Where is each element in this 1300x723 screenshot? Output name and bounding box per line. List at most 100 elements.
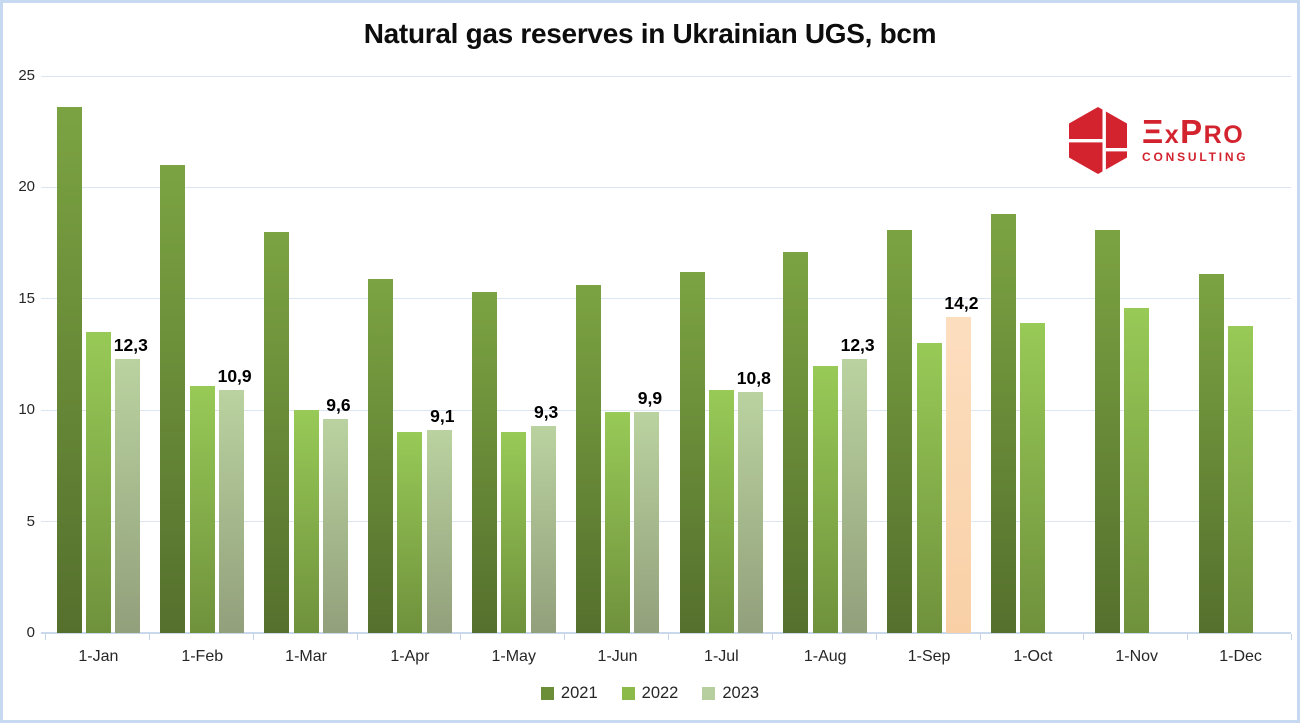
bar-2022-1-Jun	[605, 412, 631, 633]
bar-2022-1-Oct	[1020, 323, 1046, 633]
bar-2021-1-Aug	[783, 252, 809, 633]
bar-2023-1-May	[530, 425, 556, 633]
chart-title: Natural gas reserves in Ukrainian UGS, b…	[363, 18, 937, 49]
x-axis-tick	[875, 634, 877, 640]
gridline	[41, 186, 1291, 188]
x-axis-line	[41, 632, 1291, 634]
legend-item-2023: 2023	[702, 684, 759, 703]
legend-label-2023: 2023	[722, 684, 760, 702]
bar-2021-1-Oct	[991, 214, 1016, 633]
y-axis-label: 15	[18, 289, 35, 307]
bar-2023-1-Feb	[219, 390, 245, 633]
x-axis-tick	[45, 634, 46, 640]
data-label-2023-1-Apr: 9,1	[430, 406, 455, 427]
bar-2022-1-Mar	[293, 410, 319, 633]
bar-2021-1-Jul	[679, 272, 705, 633]
legend-swatch-2022	[621, 687, 635, 700]
y-axis-label: 5	[26, 512, 35, 530]
x-axis-label-1-May: 1-May	[491, 648, 536, 665]
data-label-2023-1-Mar: 9,6	[326, 395, 351, 416]
data-label-2023-1-May: 9,3	[533, 401, 559, 422]
x-axis-label-1-Apr: 1-Apr	[390, 648, 430, 665]
bar-2021-1-Jun	[575, 285, 601, 633]
x-axis-tick	[252, 634, 254, 640]
bar-2023-1-Mar	[322, 419, 348, 633]
chart-plot-area: 12,3 10,9 9,6 9,1 9,3 9,9 10,8 12,3 14,2	[41, 75, 1292, 640]
bar-2023-1-Jul	[738, 392, 764, 633]
gridline	[41, 75, 1291, 77]
x-axis-tick	[148, 634, 150, 640]
bar-2022-1-Nov	[1124, 307, 1150, 633]
legend-swatch-2021	[540, 687, 554, 700]
bar-2021-1-May	[471, 292, 497, 633]
data-label-2023-1-Sep: 14,2	[944, 292, 979, 313]
bar-2021-1-Feb	[160, 165, 186, 633]
bar-2023-1-Jun	[634, 412, 660, 633]
x-axis-label-1-Nov: 1-Nov	[1115, 648, 1159, 665]
legend-label-2022: 2022	[641, 684, 679, 702]
data-label-2023-1-Jul: 10,8	[736, 368, 771, 389]
logo-letter: P	[1180, 112, 1204, 150]
y-axis-label: 10	[18, 401, 35, 419]
expro-logo-subtitle: CONSULTING	[1142, 150, 1249, 165]
legend-item-2022: 2022	[621, 684, 679, 703]
x-axis-tick	[564, 634, 566, 640]
x-axis-label-1-Aug: 1-Aug	[803, 648, 847, 665]
legend-label-2021: 2021	[560, 684, 598, 702]
bar-2022-1-Aug	[812, 365, 838, 633]
bar-2022-1-Apr	[397, 432, 423, 633]
data-label-2023-1-Jun: 9,9	[637, 388, 663, 409]
gridline	[41, 409, 1291, 411]
x-axis-tick	[356, 634, 358, 640]
x-axis-tick	[668, 634, 669, 640]
legend-item-2021: 2021	[540, 684, 598, 703]
x-axis-tick	[771, 634, 773, 640]
x-axis-tick	[979, 634, 981, 640]
data-label-2023-1-Feb: 10,9	[217, 366, 252, 387]
expro-logo: ΞxPRO CONSULTING	[1069, 107, 1248, 174]
bar-2023-1-Jan	[115, 358, 141, 633]
bar-2023-1-Apr	[426, 430, 452, 633]
bar-2021-1-Dec	[1198, 274, 1224, 633]
y-axis-label: 25	[18, 67, 35, 84]
x-axis-tick	[1083, 634, 1085, 640]
data-label-2023-1-Jan: 12,3	[113, 334, 148, 355]
y-axis-label: 20	[18, 178, 35, 196]
bar-2021-1-Sep	[887, 229, 913, 633]
x-axis-label-1-Feb: 1-Feb	[181, 648, 224, 665]
bar-2022-1-Jul	[708, 390, 734, 633]
bar-2022-1-Jan	[85, 332, 111, 633]
bar-2022-1-Sep	[916, 343, 942, 633]
x-axis-label-1-Dec: 1-Dec	[1219, 648, 1262, 665]
x-axis-label-1-Jun: 1-Jun	[597, 648, 638, 665]
gridline	[41, 521, 1291, 523]
x-axis-label-1-Jan: 1-Jan	[78, 648, 119, 665]
logo-letter: x	[1164, 120, 1181, 149]
bar-2021-1-Nov	[1094, 229, 1120, 633]
x-axis-label-1-Mar: 1-Mar	[285, 648, 327, 665]
x-axis-label-1-Jul: 1-Jul	[704, 648, 739, 665]
x-axis-tick	[1291, 634, 1292, 640]
legend-swatch-2023	[702, 687, 716, 700]
x-axis-label-1-Sep: 1-Sep	[907, 648, 951, 665]
chart-legend: 2021 2022 2023	[3, 684, 1297, 703]
x-axis-tick	[460, 634, 462, 640]
expro-hexagon-icon	[1069, 107, 1127, 174]
gridline	[41, 298, 1291, 300]
bar-2022-1-May	[501, 432, 527, 633]
logo-letter: RO	[1203, 120, 1245, 149]
expro-logo-name: ΞxPRO	[1142, 115, 1248, 149]
bar-2021-1-Apr	[368, 278, 393, 633]
x-axis-tick	[1187, 634, 1189, 640]
bar-2021-1-Mar	[264, 231, 290, 633]
bar-2021-1-Jan	[56, 107, 82, 633]
x-axis-label-1-Oct: 1-Oct	[1013, 648, 1053, 665]
expro-logo-text-block: ΞxPRO CONSULTING	[1142, 115, 1249, 165]
bar-2023-1-Aug	[842, 358, 868, 633]
y-axis-label: 0	[26, 624, 35, 641]
bar-2022-1-Dec	[1228, 325, 1254, 633]
bar-2023-1-Sep-highlighted	[945, 316, 971, 633]
bar-2022-1-Feb	[189, 385, 215, 633]
logo-letter: Ξ	[1142, 112, 1165, 150]
